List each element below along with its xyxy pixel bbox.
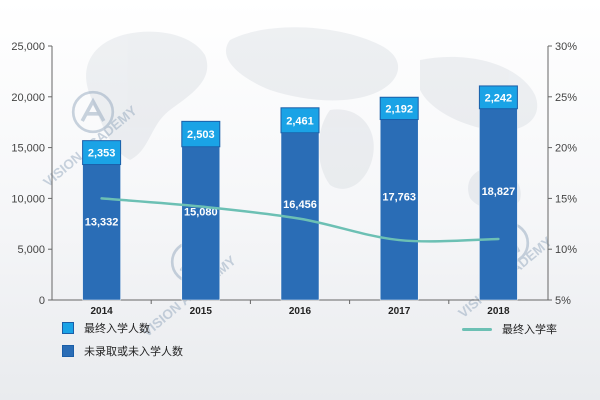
data-label-not-enrolled: 16,456 <box>283 199 317 211</box>
data-label-enrolled: 2,461 <box>286 115 314 127</box>
legend-item-rate: 最终入学率 <box>462 321 557 337</box>
x-tick-label: 2015 <box>190 306 213 317</box>
x-axis-ticks: 2014 2015 2016 2017 2018 <box>90 300 510 317</box>
bar-enrolled <box>181 120 221 148</box>
bar-enrolled <box>82 140 122 166</box>
bar-not-enrolled <box>82 164 121 301</box>
rate-line <box>100 197 500 243</box>
left-tick-label: 20,000 <box>11 92 45 104</box>
left-tick-label: 0 <box>39 295 45 307</box>
legend-swatch-rate <box>462 327 492 331</box>
right-tick-label: 30% <box>555 41 577 53</box>
legend-swatch-enrolled <box>62 322 74 334</box>
x-tick-label: 2014 <box>90 306 113 317</box>
bar-not-enrolled <box>479 108 518 301</box>
bar-enrolled <box>379 96 419 121</box>
bar-not-enrolled <box>181 146 221 301</box>
left-tick-label: 15,000 <box>11 143 45 155</box>
legend-item-enrolled: 最终入学人数 <box>62 320 150 336</box>
watermark-ring <box>71 90 115 134</box>
data-label-enrolled: 2,353 <box>88 148 116 160</box>
right-tick-label: 15% <box>555 193 577 205</box>
bar-labels: 13,332 2,353 15,080 2,503 16,456 2,461 17,763 2… <box>85 92 515 228</box>
rate-line-path <box>100 197 500 243</box>
x-tick-label: 2016 <box>289 306 312 317</box>
right-tick-label: 20% <box>555 143 577 155</box>
left-tick-label: 5,000 <box>17 244 45 256</box>
x-tick-label: 2017 <box>388 306 411 317</box>
data-label-not-enrolled: 18,827 <box>482 186 516 198</box>
legend-label-rate: 最终入学率 <box>502 323 557 336</box>
bars <box>82 85 518 301</box>
bar-not-enrolled <box>379 119 419 301</box>
right-axis-ticks: 5% 10% 15% 20% 25% 30% <box>548 41 577 307</box>
bar-enrolled <box>280 107 320 134</box>
legend-item-not-enrolled: 未录取或未入学人数 <box>62 343 183 359</box>
legend-label-not-enrolled: 未录取或未入学人数 <box>84 345 183 358</box>
bar-enrolled <box>478 85 518 110</box>
data-label-enrolled: 2,192 <box>385 103 413 115</box>
legend-label-enrolled: 最终入学人数 <box>84 322 150 335</box>
data-label-not-enrolled: 13,332 <box>85 217 119 229</box>
right-tick-label: 25% <box>555 92 577 104</box>
watermark-letter-a <box>80 97 106 122</box>
data-label-enrolled: 2,503 <box>187 129 215 141</box>
left-axis-ticks: 0 5,000 10,000 15,000 20,000 25,000 <box>11 41 52 307</box>
legend-swatch-not-enrolled <box>62 345 74 357</box>
right-tick-label: 10% <box>555 244 577 256</box>
right-tick-label: 5% <box>555 295 571 307</box>
data-label-enrolled: 2,242 <box>485 92 513 104</box>
x-tick-label: 2018 <box>487 306 510 317</box>
left-tick-label: 10,000 <box>11 193 45 205</box>
data-label-not-enrolled: 15,080 <box>184 207 218 219</box>
data-label-not-enrolled: 17,763 <box>382 192 416 204</box>
left-tick-label: 25,000 <box>11 41 45 53</box>
